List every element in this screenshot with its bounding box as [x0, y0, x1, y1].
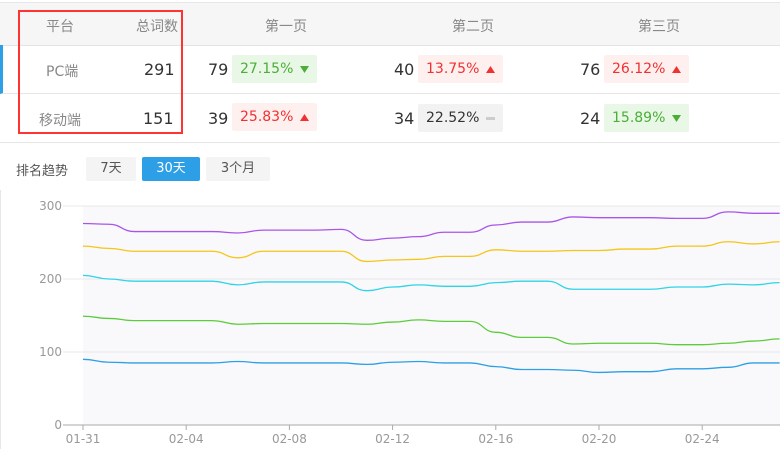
plot-area — [83, 206, 780, 425]
pct-text: 22.52% — [426, 110, 480, 126]
ranking-trend-chart: 0 100 200 300 01-31 02-04 02-08 02-12 02-16 02-20… — [0, 190, 780, 449]
triangle-down-icon — [300, 65, 310, 73]
page1-pct-badge: 27.15% — [232, 55, 318, 83]
table-row-mobile[interactable]: 移动端 151 39 25.83% 34 22.52% 24 15.89% — [0, 94, 780, 143]
platform-label: PC端 — [46, 64, 79, 80]
page1-pct-badge: 25.83% — [232, 103, 318, 131]
page2-pct-badge: 22.52% — [418, 104, 504, 132]
x-tick-label: 02-20 — [582, 432, 617, 446]
tab-7-days[interactable]: 7天 — [86, 157, 136, 181]
series-line-4[interactable] — [82, 358, 780, 374]
header-platform: 平台 — [46, 19, 74, 35]
dash-icon — [486, 116, 496, 120]
platform-label: 移动端 — [39, 113, 81, 129]
triangle-up-icon — [486, 65, 496, 73]
y-tick-label: 300 — [39, 199, 62, 213]
series-line-2[interactable] — [82, 274, 780, 292]
triangle-down-icon — [672, 114, 682, 122]
total-count: 151 — [143, 109, 174, 128]
series-line-3[interactable] — [82, 315, 780, 346]
pct-text: 26.12% — [612, 61, 666, 77]
tab-3-months[interactable]: 3个月 — [206, 157, 270, 181]
trend-label: 排名趋势 — [16, 164, 69, 179]
triangle-up-icon — [300, 113, 310, 121]
x-tick-label: 02-16 — [478, 432, 513, 446]
x-tick-label: 01-31 — [66, 432, 101, 446]
left-border — [0, 190, 1, 449]
page3-count: 24 — [580, 109, 601, 128]
page1-count: 79 — [208, 60, 229, 79]
pct-text: 15.89% — [612, 110, 666, 126]
x-tick-label: 02-24 — [685, 432, 720, 446]
header-page3: 第三页 — [638, 19, 680, 35]
header-page2: 第二页 — [452, 19, 494, 35]
table-row-pc[interactable]: PC端 291 79 27.15% 40 13.75% 76 26.12% — [0, 45, 780, 94]
page2-count: 40 — [394, 60, 415, 79]
series-line-1[interactable] — [82, 241, 780, 263]
page2-count: 34 — [394, 109, 415, 128]
x-tick-label: 02-12 — [375, 432, 410, 446]
pct-text: 25.83% — [240, 109, 294, 125]
triangle-up-icon — [672, 65, 682, 73]
pct-text: 27.15% — [240, 61, 294, 77]
highlight-box — [18, 10, 183, 134]
total-count: 291 — [144, 60, 175, 79]
y-tick-label: 100 — [39, 345, 62, 359]
y-tick-label: 200 — [39, 272, 62, 286]
page2-pct-badge: 13.75% — [418, 55, 504, 83]
x-tick-label: 02-04 — [169, 432, 204, 446]
page3-count: 76 — [580, 60, 601, 79]
header-total: 总词数 — [136, 19, 178, 35]
page1-count: 39 — [208, 109, 229, 128]
page3-pct-badge: 15.89% — [604, 104, 690, 132]
y-tick-label: 0 — [54, 418, 62, 432]
x-tick-label: 02-08 — [272, 432, 307, 446]
series-line-0[interactable] — [82, 211, 780, 241]
pct-text: 13.75% — [426, 61, 480, 77]
header-page1: 第一页 — [265, 19, 307, 35]
tab-30-days[interactable]: 30天 — [142, 157, 200, 181]
table-header: 平台 总词数 第一页 第二页 第三页 — [0, 2, 780, 46]
page3-pct-badge: 26.12% — [604, 55, 690, 83]
